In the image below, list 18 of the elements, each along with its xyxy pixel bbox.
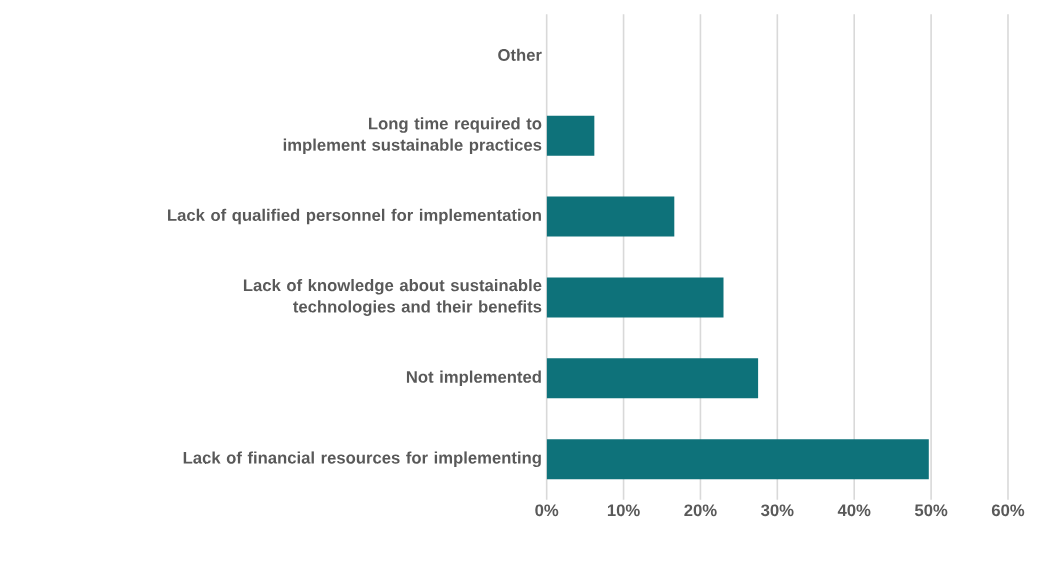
- bar: [546, 115, 595, 156]
- x-tick-label: 20%: [684, 504, 717, 517]
- x-tick-label: 40%: [837, 504, 871, 517]
- bar: [546, 196, 675, 237]
- x-tick-label: 0%: [535, 504, 559, 517]
- x-tick-label: 10%: [607, 504, 640, 517]
- bar: [546, 358, 759, 399]
- y-tick-label: Long time required to implement sustainable practices: [283, 117, 542, 155]
- x-tick-label: 30%: [761, 504, 794, 517]
- y-tick-label: Lack of knowledge about sustainable technologies and their benefits: [243, 278, 542, 316]
- x-tick-label: 50%: [914, 504, 948, 517]
- bar: [546, 439, 929, 480]
- y-tick-label: Other: [498, 48, 542, 61]
- x-tick-label: 60%: [991, 504, 1025, 517]
- bar: [546, 277, 724, 318]
- y-tick-label: Lack of qualified personnel for implementation: [168, 208, 541, 225]
- y-tick-label: Lack of financial resources for implementing: [183, 451, 541, 468]
- y-tick-label: Not implemented: [406, 370, 541, 387]
